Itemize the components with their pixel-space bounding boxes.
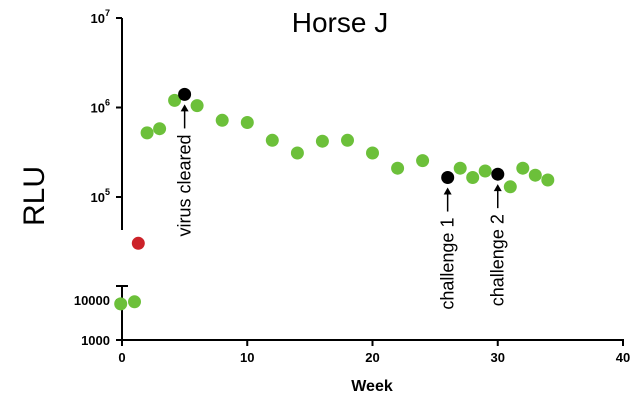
data-point-measurement xyxy=(466,171,480,184)
annotation-label: challenge 1 xyxy=(438,218,458,310)
y-axis-label: RLU xyxy=(18,166,51,226)
annotation: virus cleared xyxy=(175,104,195,236)
y-tick-label: 1000 xyxy=(81,333,110,348)
annotations: virus cleared challenge 1 challenge 2 xyxy=(175,104,508,310)
data-point-measurement xyxy=(478,164,492,178)
annotation-label: virus cleared xyxy=(175,134,195,236)
x-tick-label: 10 xyxy=(240,350,254,365)
data-point-measurement xyxy=(416,154,430,168)
annotation-arrowhead xyxy=(493,184,502,192)
data-point-measurement xyxy=(128,295,141,309)
annotation-arrowhead xyxy=(180,104,189,112)
data-point-measurement xyxy=(168,93,182,107)
y-tick-label: 106 xyxy=(91,98,110,116)
x-tick-label: 0 xyxy=(118,350,125,365)
annotation-label: challenge 2 xyxy=(488,214,508,306)
data-point-measurement xyxy=(190,99,204,113)
data-point-measurement xyxy=(140,126,154,140)
data-point-measurement xyxy=(516,161,530,175)
annotation-arrowhead xyxy=(443,187,452,195)
annotation: challenge 1 xyxy=(438,187,458,310)
data-point-outlier xyxy=(131,236,145,250)
data-point-measurement xyxy=(528,168,542,182)
data-point-highlight xyxy=(441,171,455,184)
ticks: 0 10 20 30 40 1000 10000 105 106 107 xyxy=(74,8,630,365)
data-point-measurement xyxy=(541,173,555,187)
data-point-measurement xyxy=(503,180,517,194)
data-point-measurement xyxy=(453,161,467,175)
x-tick-label: 30 xyxy=(491,350,505,365)
data-point-measurement xyxy=(391,161,405,175)
x-tick-label: 40 xyxy=(616,350,630,365)
x-tick-label: 20 xyxy=(365,350,379,365)
data-point-measurement xyxy=(215,113,229,127)
data-point-measurement xyxy=(290,146,304,160)
data-point-measurement xyxy=(265,133,279,147)
data-points xyxy=(114,87,555,311)
annotation: challenge 2 xyxy=(488,184,508,306)
data-point-measurement xyxy=(341,133,354,147)
y-tick-label: 10000 xyxy=(74,293,110,308)
data-point-highlight xyxy=(491,167,505,181)
x-axis-label: Week xyxy=(351,378,393,393)
data-point-highlight xyxy=(178,87,192,101)
data-point-measurement xyxy=(240,116,254,129)
data-point-measurement xyxy=(315,134,329,148)
y-tick-label: 107 xyxy=(91,8,110,26)
data-point-measurement xyxy=(153,122,167,136)
y-tick-label: 105 xyxy=(91,187,110,205)
data-point-measurement xyxy=(366,146,379,160)
chart-title: Horse J xyxy=(292,7,388,38)
data-point-measurement xyxy=(114,297,128,311)
